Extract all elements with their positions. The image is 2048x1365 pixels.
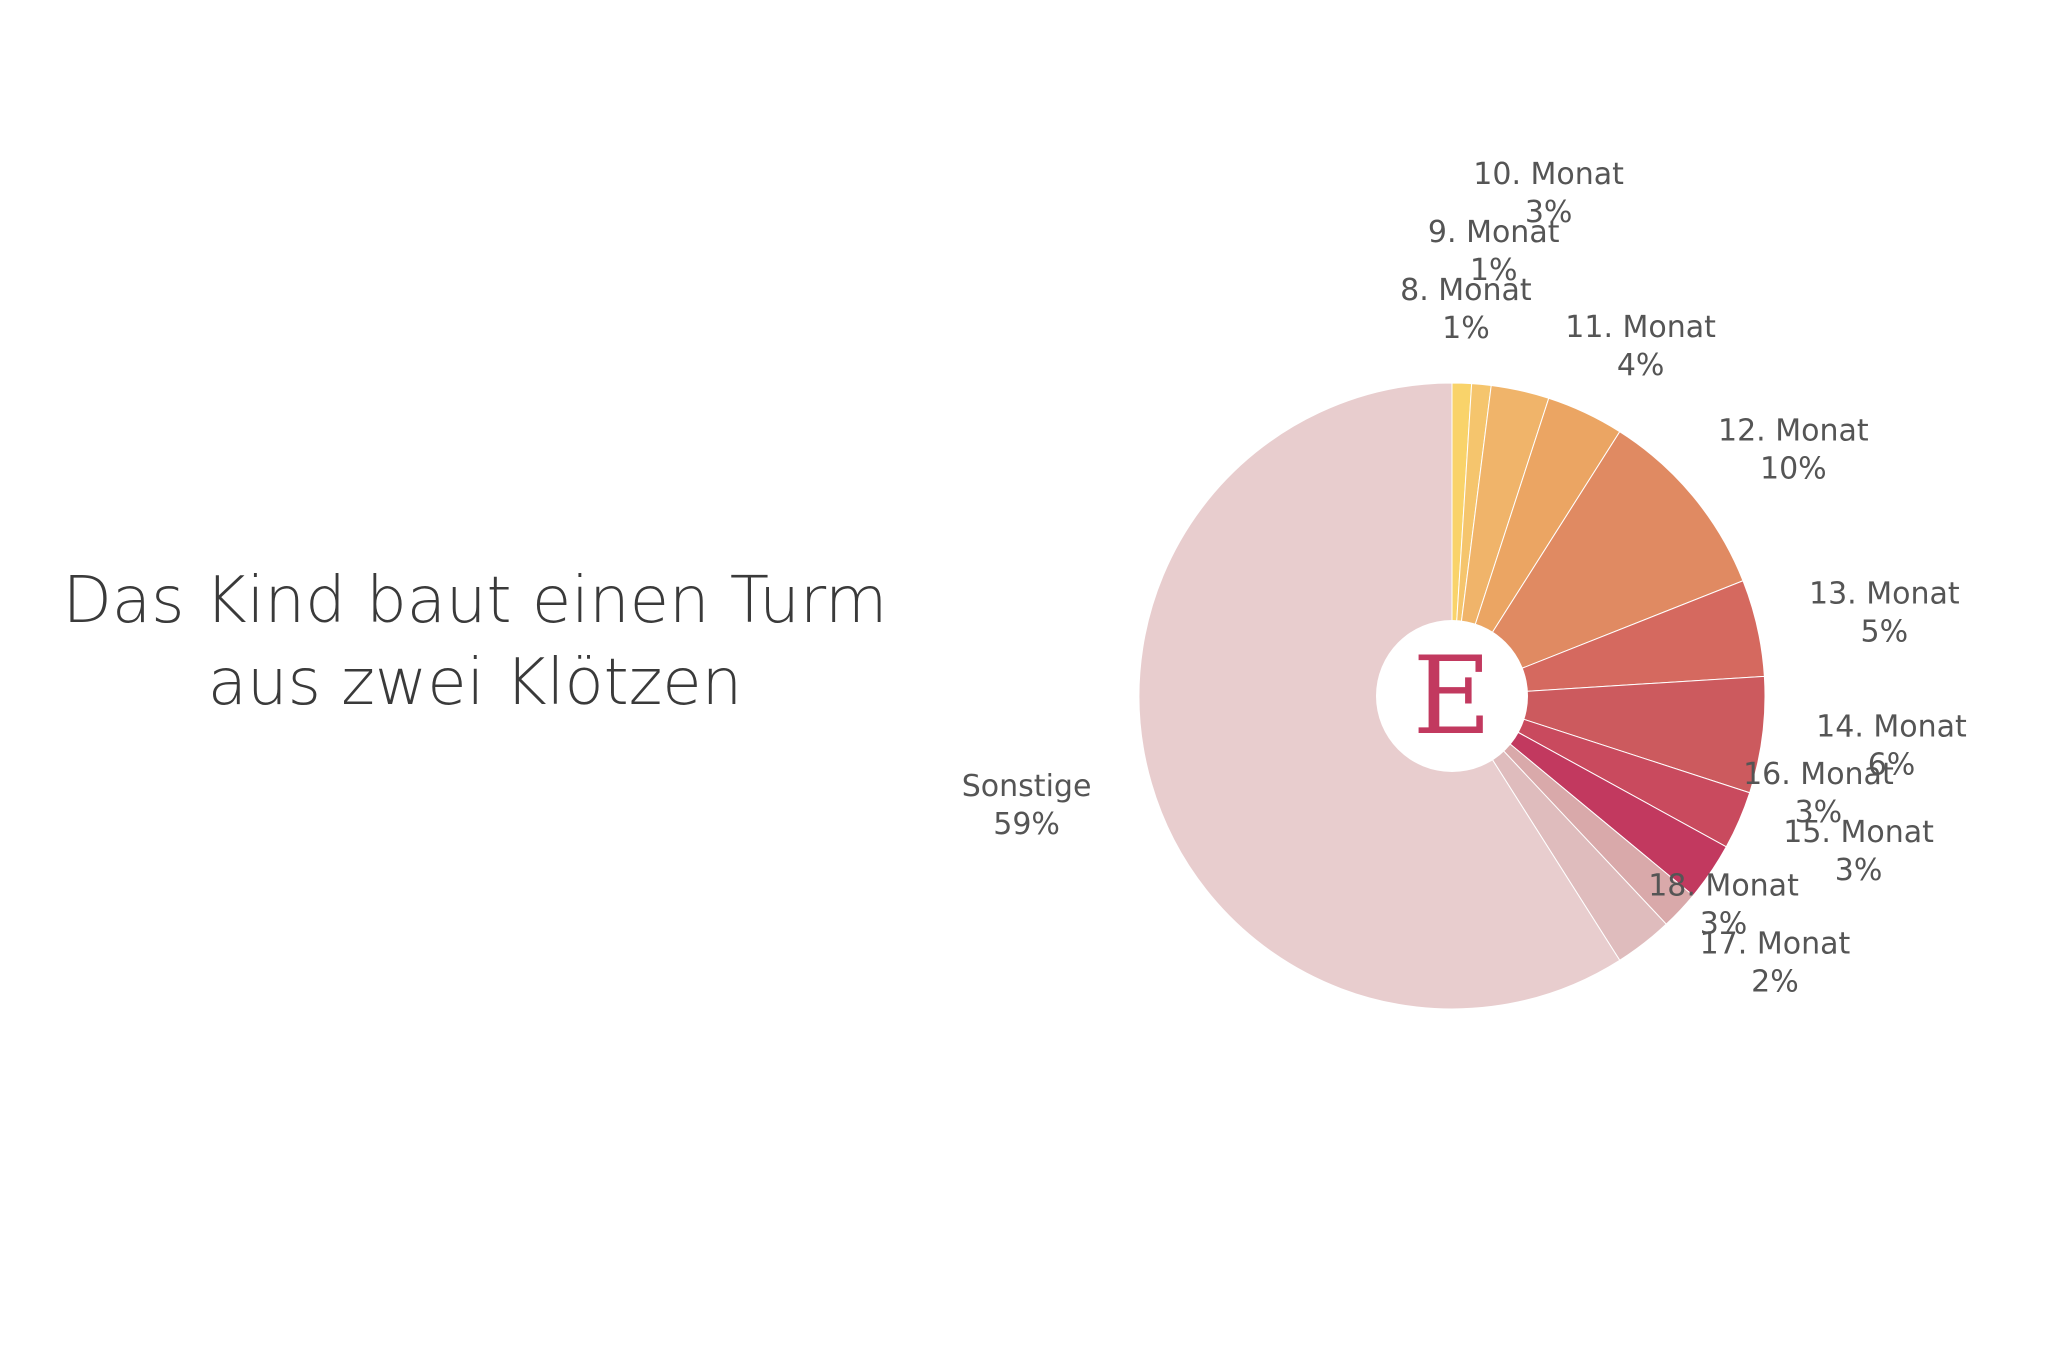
slice-label: Sonstige: [962, 769, 1092, 804]
value-label: 3%: [1835, 853, 1883, 888]
slice-label: 8. Monat: [1400, 273, 1532, 308]
value-label: 10%: [1760, 452, 1827, 487]
value-label: 6%: [1868, 748, 1916, 783]
slice-label: 16. Monat: [1743, 757, 1894, 792]
value-label: 2%: [1751, 965, 1799, 1000]
slice-label: 15. Monat: [1783, 815, 1934, 850]
value-label: 1%: [1470, 253, 1518, 288]
slice-label: 11. Monat: [1565, 310, 1716, 345]
center-logo: E: [1413, 634, 1492, 759]
slice-label: 13. Monat: [1809, 576, 1960, 611]
value-label: 59%: [993, 807, 1060, 842]
value-label: 5%: [1861, 614, 1909, 649]
pie-slice: [1451, 675, 1766, 794]
pie-slice: [1450, 431, 1744, 698]
value-label: 3%: [1795, 795, 1843, 830]
slice-label: 17. Monat: [1700, 927, 1851, 962]
value-label: 3%: [1525, 195, 1573, 230]
slice-label: 12. Monat: [1718, 414, 1869, 449]
value-label: 1%: [1442, 311, 1490, 346]
slice-label: 10. Monat: [1473, 157, 1624, 192]
slice-label: 18. Monat: [1648, 869, 1799, 904]
slice-label: 14. Monat: [1816, 710, 1967, 745]
value-label: 4%: [1617, 348, 1665, 383]
slice-label: 9. Monat: [1428, 215, 1560, 250]
value-label: 3%: [1700, 907, 1748, 942]
center-circle: [1376, 620, 1528, 772]
chart-title: Das Kind baut einen Turm aus zwei Klötze…: [62, 564, 888, 720]
